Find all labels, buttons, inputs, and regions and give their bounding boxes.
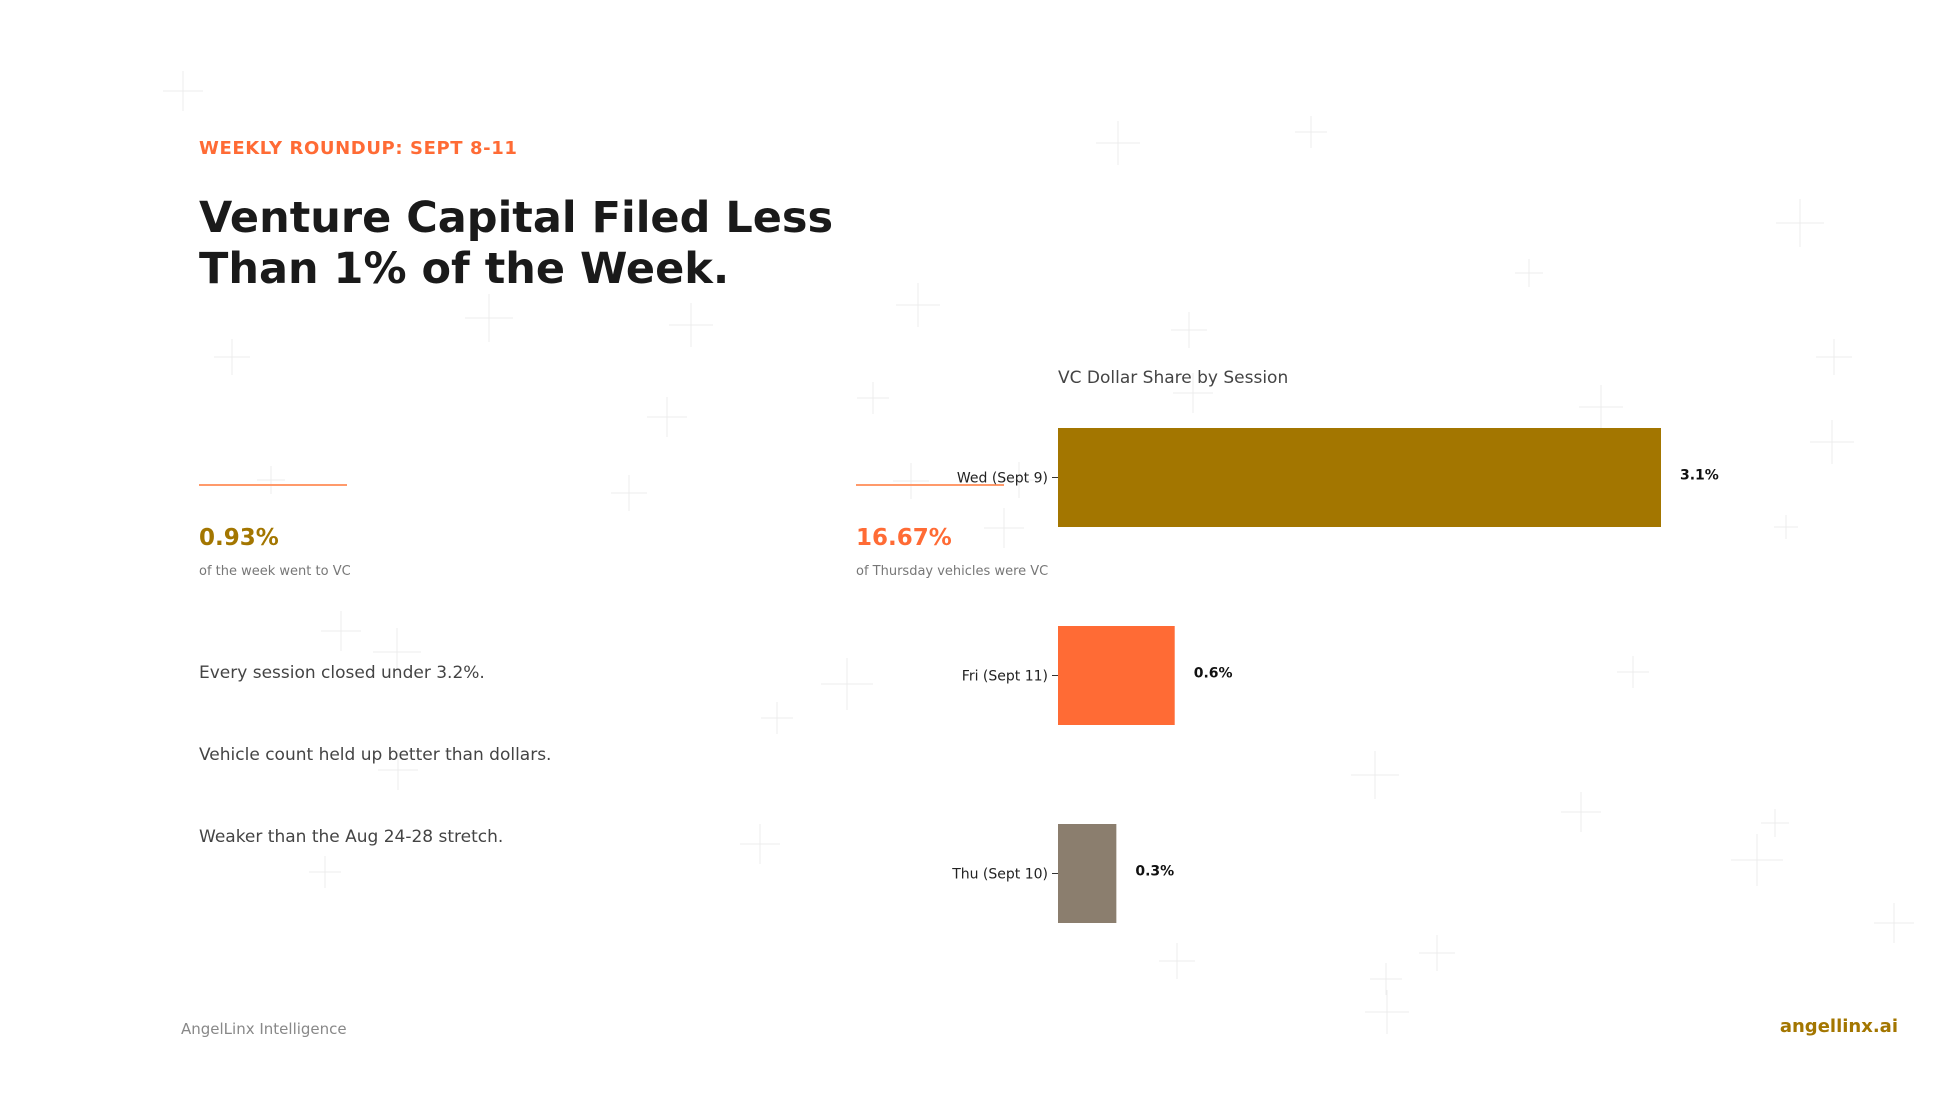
chart-title: VC Dollar Share by Session bbox=[1058, 368, 1288, 388]
background-cross bbox=[378, 750, 418, 790]
background-cross bbox=[1810, 420, 1854, 464]
background-cross bbox=[1561, 792, 1601, 832]
background-cross bbox=[1159, 943, 1195, 979]
stat-caption: of Thursday vehicles were VC bbox=[856, 564, 1049, 579]
background-cross bbox=[214, 339, 250, 375]
background-cross bbox=[740, 824, 780, 864]
background-cross bbox=[309, 856, 341, 888]
background-cross bbox=[761, 702, 793, 734]
background-cross bbox=[321, 611, 361, 651]
background-cross bbox=[896, 283, 940, 327]
background-cross bbox=[373, 628, 421, 676]
eyebrow-label: WEEKLY ROUNDUP: SEPT 8-11 bbox=[199, 138, 518, 159]
category-label: Thu (Sept 10) bbox=[951, 867, 1048, 883]
background-cross bbox=[1617, 656, 1649, 688]
background-cross bbox=[1419, 935, 1455, 971]
key-point: Every session closed under 3.2%. bbox=[199, 663, 485, 683]
page-title-line-1: Venture Capital Filed Less bbox=[199, 193, 834, 243]
background-cross bbox=[1515, 259, 1543, 287]
category-label: Wed (Sept 9) bbox=[957, 471, 1048, 487]
background-cross bbox=[1874, 903, 1914, 943]
background-cross bbox=[611, 475, 647, 511]
page-title: Venture Capital Filed Less Than 1% of th… bbox=[199, 193, 959, 295]
bar-0 bbox=[1058, 428, 1661, 527]
background-cross bbox=[1351, 751, 1399, 799]
stat-value: 0.93% bbox=[199, 525, 279, 551]
background-cross bbox=[1776, 199, 1824, 247]
background-cross bbox=[821, 658, 873, 710]
background-cross bbox=[1295, 116, 1327, 148]
background-cross bbox=[257, 466, 285, 494]
key-points-list: Every session closed under 3.2%. Vehicle… bbox=[199, 662, 551, 908]
stat-divider bbox=[856, 484, 1004, 486]
background-cross bbox=[1816, 339, 1852, 375]
background-cross bbox=[893, 463, 929, 499]
background-cross bbox=[1731, 834, 1783, 886]
page-title-line-2: Than 1% of the Week. bbox=[199, 244, 730, 294]
footer-brand: AngelLinx Intelligence bbox=[181, 1020, 347, 1038]
stat-caption: of the week went to VC bbox=[199, 564, 351, 579]
bar-1 bbox=[1058, 626, 1175, 725]
background-cross bbox=[465, 294, 513, 342]
background-cross bbox=[1173, 373, 1213, 413]
stat-thursday-vc-vehicles: 16.67% of Thursday vehicles were VC bbox=[856, 484, 1048, 579]
background-cross bbox=[647, 397, 687, 437]
stat-value: 16.67% bbox=[856, 525, 952, 551]
background-cross bbox=[984, 508, 1024, 548]
background-cross bbox=[1001, 462, 1037, 498]
bar-2 bbox=[1058, 824, 1117, 923]
background-cross bbox=[1365, 990, 1409, 1034]
value-label: 0.3% bbox=[1135, 864, 1174, 880]
background-cross bbox=[669, 303, 713, 347]
background-cross bbox=[163, 71, 203, 111]
stat-week-vc-share: 0.93% of the week went to VC bbox=[199, 484, 351, 579]
stat-divider bbox=[199, 484, 347, 486]
key-point: Vehicle count held up better than dollar… bbox=[199, 745, 552, 765]
value-label: 0.6% bbox=[1194, 666, 1233, 682]
background-cross bbox=[1370, 963, 1402, 995]
background-cross bbox=[1096, 121, 1140, 165]
background-cross bbox=[1579, 385, 1623, 429]
key-point: Weaker than the Aug 24-28 stretch. bbox=[199, 827, 504, 847]
background-cross bbox=[1774, 515, 1798, 539]
background-cross bbox=[1761, 809, 1789, 837]
footer-url[interactable]: angellinx.ai bbox=[1779, 1016, 1898, 1037]
background-cross bbox=[1171, 312, 1207, 348]
value-label: 3.1% bbox=[1680, 468, 1719, 484]
category-label: Fri (Sept 11) bbox=[962, 669, 1048, 685]
background-cross bbox=[857, 382, 889, 414]
